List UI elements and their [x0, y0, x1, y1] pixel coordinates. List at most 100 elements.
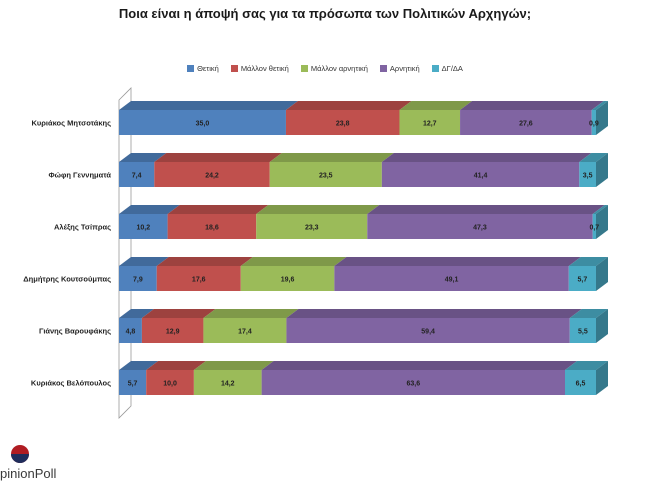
bar-segment	[193, 370, 262, 395]
category-label: Αλέξης Τσίπρας	[54, 223, 111, 232]
bar-segment	[334, 266, 569, 291]
bar-segment-side	[596, 309, 608, 343]
legend-label: Μάλλον θετική	[240, 64, 289, 73]
data-label: 7,9	[133, 277, 143, 284]
bar-segment-top	[269, 153, 394, 162]
legend-item: Μάλλον θετική	[230, 64, 289, 73]
bar-segment	[579, 162, 596, 187]
bar-segment	[141, 318, 204, 343]
bar-segment-top	[256, 205, 380, 214]
bar-segment	[569, 318, 596, 343]
bar-segment	[285, 110, 400, 135]
bar-segment	[203, 318, 287, 343]
bar-segment	[119, 370, 147, 395]
legend-swatch	[431, 65, 439, 72]
bar-segment	[119, 162, 155, 187]
bar-segment-top	[203, 309, 299, 318]
bar-segment-top	[119, 205, 180, 214]
data-label: 12,9	[166, 329, 180, 336]
legend-label: ΔΓ/ΔΑ	[441, 64, 463, 73]
category-label: Κυριάκος Μητσοτάκης	[32, 119, 112, 128]
bar-segment-top	[119, 101, 298, 110]
bar-segment-top	[146, 361, 206, 370]
bar-segment	[564, 370, 596, 395]
category-label: Φώφη Γεννηματά	[49, 171, 112, 180]
bar-segment-top	[460, 101, 604, 110]
bar-segment-top	[193, 361, 274, 370]
bar-segment	[261, 370, 565, 395]
data-label: 5,7	[128, 381, 138, 388]
brand-text: pinionPoll	[0, 466, 56, 481]
bar-segment	[119, 318, 142, 343]
chart-title: Ποια είναι η άποψή σας για τα πρόσωπα τω…	[118, 6, 532, 21]
data-label: 3,5	[583, 173, 593, 180]
data-label: 10,0	[163, 381, 177, 388]
bar-segment	[256, 214, 368, 239]
bar-segment	[146, 370, 194, 395]
data-label: 63,6	[406, 381, 420, 388]
legend-item: Αρνητική	[379, 64, 420, 73]
bar-segment-top	[154, 153, 282, 162]
category-label: Κυριάκος Βελόπουλος	[31, 379, 111, 388]
data-label: 17,6	[192, 277, 206, 284]
bar-segment-top	[240, 257, 347, 266]
legend-item: Θετική	[187, 64, 219, 73]
category-label: Δημήτρης Κουτσούμπας	[23, 275, 111, 284]
bar-segment	[119, 214, 168, 239]
bar-segment	[399, 110, 461, 135]
bar-segment	[460, 110, 592, 135]
chart-legend: Θετική Μάλλον θετική Μάλλον αρνητική Αρνητι…	[0, 64, 650, 73]
data-label: 7,4	[132, 173, 142, 180]
legend-label: Μάλλον αρνητική	[310, 64, 368, 73]
data-label: 14,2	[221, 381, 235, 388]
bar-segment	[154, 162, 270, 187]
data-label: 4,8	[126, 329, 136, 336]
data-label: 12,7	[423, 121, 437, 128]
legend-item: ΔΓ/ΔΑ	[431, 64, 463, 73]
legend-swatch	[187, 65, 195, 72]
data-label: 27,6	[519, 121, 533, 128]
opinionpoll-logo	[11, 445, 29, 463]
data-label: 47,3	[473, 225, 487, 232]
bar-segment	[156, 266, 241, 291]
bar-segment-side	[596, 153, 608, 187]
data-label: 0,7	[589, 225, 599, 232]
data-label: 5,5	[578, 329, 588, 336]
data-label: 5,7	[578, 277, 588, 284]
bar-segment	[592, 214, 596, 239]
bar-segment-top	[334, 257, 581, 266]
bar-segment-top	[286, 309, 582, 318]
legend-swatch	[379, 65, 387, 72]
data-label: 19,6	[281, 277, 295, 284]
bar-segment-top	[569, 309, 608, 318]
bar-segment-top	[156, 257, 253, 266]
bar-segment	[591, 110, 596, 135]
bar-segment-side	[596, 101, 608, 135]
bar-segment-side	[596, 361, 608, 395]
bar-segment-top	[285, 101, 412, 110]
bar-segment-top	[119, 153, 167, 162]
bar-segment-top	[591, 101, 608, 110]
bar-segment-side	[596, 205, 608, 239]
bar-segment	[240, 266, 335, 291]
legend-item: Μάλλον αρνητική	[300, 64, 368, 73]
legend-label: Θετική	[197, 64, 219, 73]
legend-label: Αρνητική	[389, 64, 420, 73]
data-label: 24,2	[205, 173, 219, 180]
data-label: 49,1	[445, 277, 459, 284]
bar-segment-top	[367, 205, 605, 214]
bar-segment	[119, 266, 157, 291]
bar-segment-top	[141, 309, 216, 318]
bar-segment-top	[167, 205, 269, 214]
bar-segment	[367, 214, 593, 239]
bar-segment	[381, 162, 580, 187]
bar-segment	[269, 162, 382, 187]
bar-segment-top	[564, 361, 608, 370]
bar-segment-top	[579, 153, 608, 162]
bar-segment-top	[119, 309, 154, 318]
bar-segment-top	[381, 153, 592, 162]
bar-segment-top	[119, 257, 169, 266]
axis-wall	[118, 87, 132, 419]
bar-segment-top	[261, 361, 577, 370]
